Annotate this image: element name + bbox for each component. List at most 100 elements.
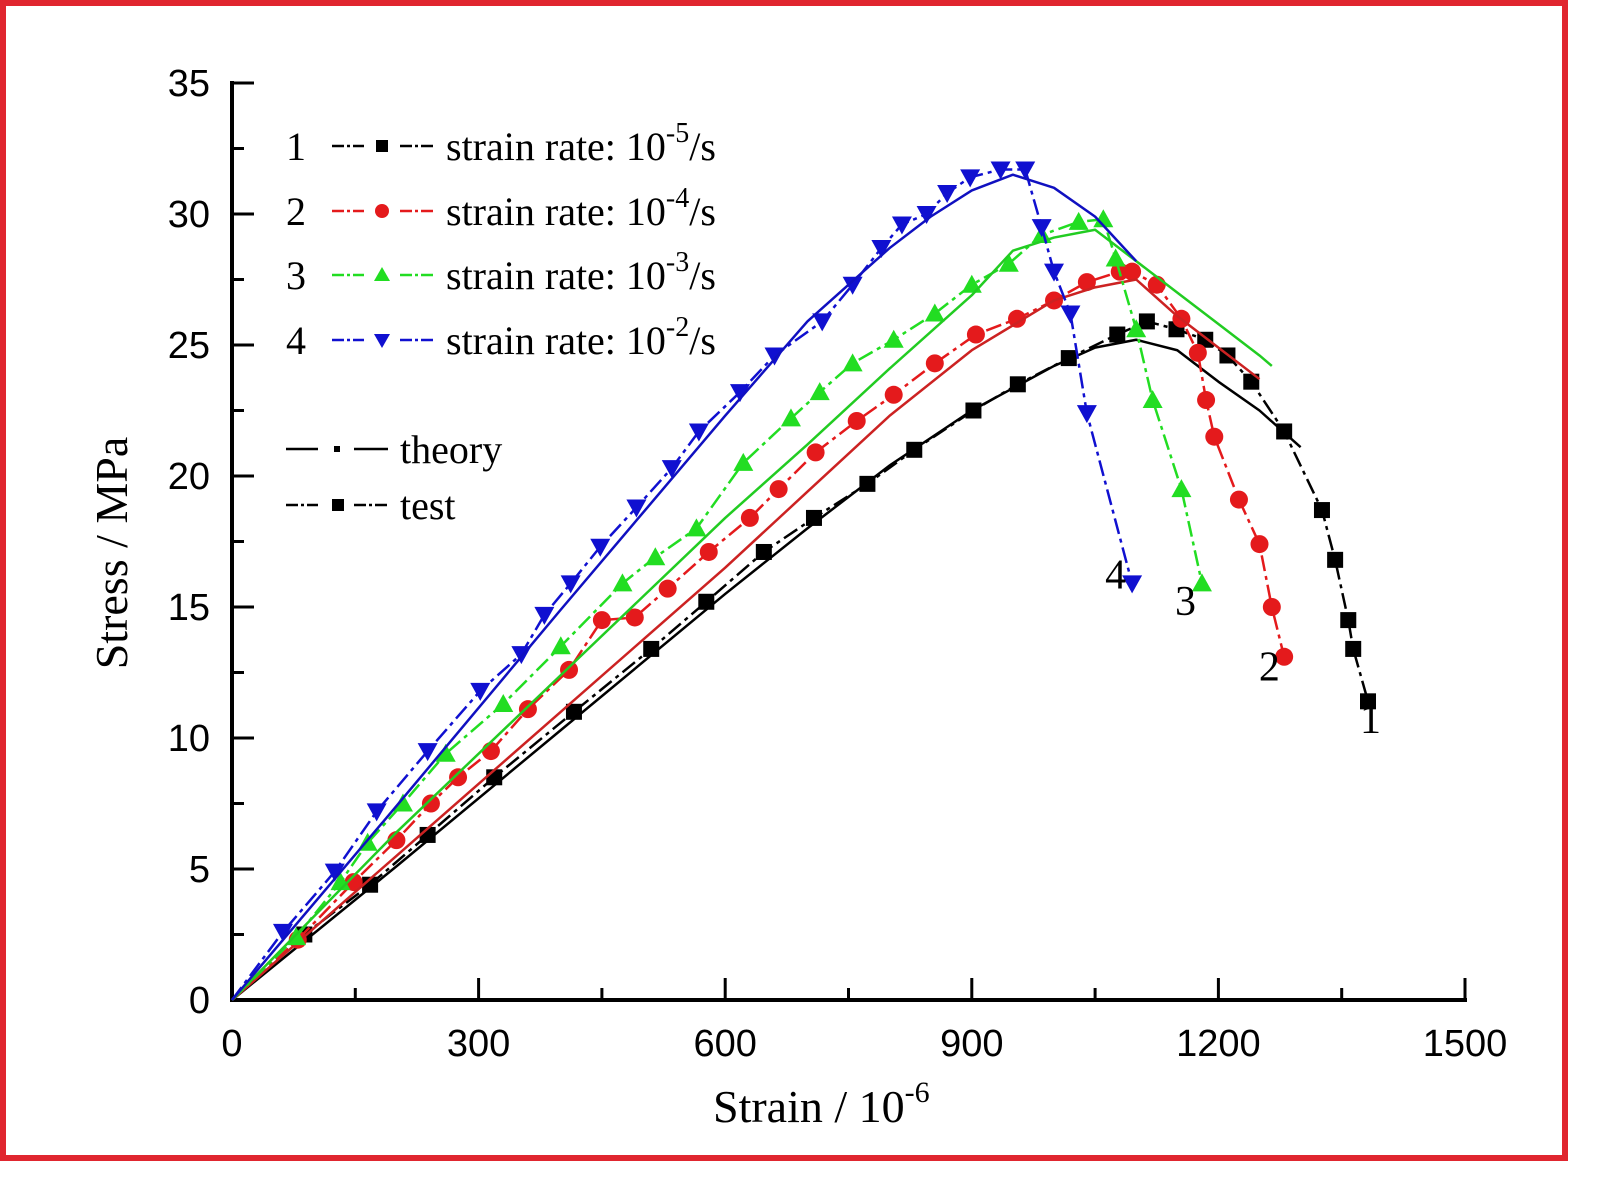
square-marker (1243, 373, 1260, 390)
series-layer (230, 161, 1377, 1001)
triangle-up-marker (1142, 390, 1163, 409)
circle-marker (1197, 391, 1216, 410)
legend-label-exponent: -4 (666, 183, 689, 214)
legend-label: strain rate: 10-2/s (446, 312, 716, 363)
legend-label-base: strain rate: 10 (446, 253, 666, 298)
triangle-down-marker (590, 538, 611, 557)
circle-marker (1008, 309, 1027, 328)
legend-item-3: 3 strain rate: 10-3/s (286, 247, 716, 298)
square-marker (334, 446, 340, 452)
square-marker (805, 509, 822, 526)
series-theory-3 (231, 228, 1273, 1001)
axes: 0 5 10 15 20 25 30 35 0 300 600 900 1200 1500 (168, 63, 1508, 1065)
circle-marker (925, 354, 944, 373)
theory-line (231, 173, 1138, 1001)
circle-marker (1250, 535, 1269, 554)
legend-item-test: test (286, 483, 456, 528)
triangle-up-marker (883, 329, 904, 348)
circle-marker (449, 768, 468, 787)
legend-label-exponent: -5 (666, 118, 689, 149)
legend-label: strain rate: 10-4/s (446, 183, 716, 234)
circle-marker (769, 480, 788, 499)
triangle-down-marker (1122, 575, 1143, 594)
triangle-down-marker (534, 606, 555, 625)
triangle-down-marker (891, 216, 912, 235)
triangle-up-marker (686, 518, 707, 537)
y-axis-title: Stress / MPa (86, 437, 137, 670)
circle-marker (1262, 598, 1281, 616)
triangle-down-marker (626, 499, 647, 518)
triangle-down-marker (470, 682, 491, 701)
triangle-up-marker (1068, 211, 1089, 230)
legend-label: test (400, 483, 456, 528)
y-tick-label: 15 (168, 587, 210, 629)
triangle-down-marker (1015, 161, 1036, 180)
triangle-down-marker (661, 460, 682, 479)
curve-label-3: 3 (1175, 579, 1196, 625)
legend-number: 2 (286, 189, 306, 234)
circle-marker (884, 385, 903, 404)
circle-marker (806, 443, 825, 462)
legend-label-base: strain rate: 10 (446, 318, 666, 363)
x-tick-label: 0 (221, 1023, 242, 1065)
legend-item-4: 4 strain rate: 10-2/s (286, 312, 716, 363)
curve-labels: 1 2 3 4 (1105, 553, 1381, 743)
triangle-up-marker (645, 547, 666, 566)
circle-marker (1205, 427, 1224, 446)
legend-number: 4 (286, 318, 306, 363)
legend-label-exponent: -2 (666, 312, 689, 343)
triangle-down-marker (374, 334, 390, 348)
square-marker (362, 876, 379, 893)
square-marker (1345, 640, 1362, 657)
circle-marker (481, 742, 500, 761)
square-marker (755, 543, 772, 560)
triangle-down-marker (366, 803, 387, 822)
y-tick-label: 5 (189, 849, 210, 891)
test-line (231, 320, 1370, 1001)
triangle-up-marker (780, 408, 801, 427)
circle-marker (658, 579, 677, 598)
square-marker (1313, 502, 1330, 519)
legend-item-theory: theory (286, 427, 502, 472)
x-tick-label: 300 (447, 1023, 510, 1065)
legend-item-1: 1 strain rate: 10-5/s (286, 118, 716, 169)
x-tick-label: 1500 (1423, 1023, 1508, 1065)
x-axis-title-text: Strain / 10 (713, 1081, 905, 1132)
legend-label-unit: /s (689, 189, 716, 234)
x-tick-label: 1200 (1176, 1023, 1261, 1065)
square-marker (1360, 693, 1377, 710)
circle-marker (518, 700, 537, 719)
square-marker (1340, 612, 1357, 629)
triangle-down-marker (937, 185, 958, 204)
series-theory-2 (231, 278, 1261, 1001)
legend-label-unit: /s (689, 253, 716, 298)
triangle-up-marker (924, 303, 945, 322)
legend: 1 strain rate: 10-5/s2 strain rate: 10-4/s… (286, 118, 716, 528)
triangle-up-marker (550, 636, 571, 655)
theory-line (231, 228, 1273, 1001)
y-tick-label: 35 (168, 63, 210, 105)
triangle-up-marker (493, 693, 514, 712)
circle-marker (1123, 262, 1142, 281)
triangle-up-marker (435, 743, 456, 762)
y-tick-label: 20 (168, 456, 210, 498)
figure-frame (0, 0, 1568, 1161)
series-theory-1 (231, 338, 1302, 1001)
legend-number: 1 (286, 124, 306, 169)
triangle-up-marker (1126, 319, 1147, 338)
series-test-1 (231, 313, 1377, 1001)
legend-label: theory (400, 427, 502, 472)
legend-label-base: strain rate: 10 (446, 124, 666, 169)
legend-label-unit: /s (689, 124, 716, 169)
legend-item-2: 2 strain rate: 10-4/s (286, 183, 716, 234)
x-axis-title: Strain / 10-6 (713, 1076, 930, 1132)
triangle-down-marker (688, 423, 709, 442)
square-marker (332, 499, 344, 511)
circle-marker (1188, 343, 1207, 362)
test-line (231, 270, 1286, 1001)
triangle-down-marker (960, 169, 981, 188)
triangle-down-marker (1060, 305, 1081, 324)
square-marker (1138, 313, 1155, 330)
triangle-up-marker (961, 274, 982, 293)
